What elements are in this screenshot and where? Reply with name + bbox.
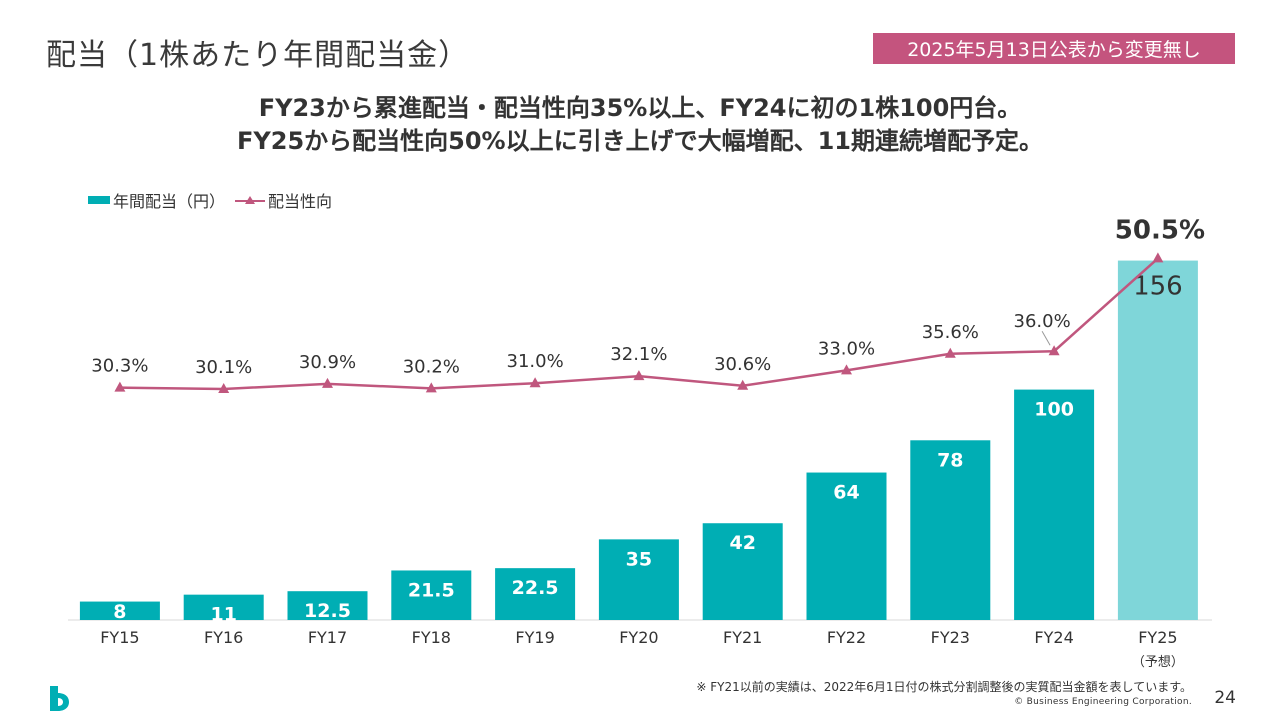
x-tick-sublabel: （予想） xyxy=(1132,654,1184,670)
headline: FY23から累進配当・配当性向35%以上、FY24に初の1株100円台。 FY2… xyxy=(0,92,1280,158)
x-tick-label: FY15 xyxy=(100,628,139,647)
payout-value-label: 31.0% xyxy=(507,351,564,372)
legend-label-payout: 配当性向 xyxy=(268,192,333,211)
payout-point-fy24 xyxy=(1048,345,1060,356)
bar-fy16 xyxy=(183,594,264,620)
payout-point-fy17 xyxy=(322,377,333,388)
bar-value-label: 12.5 xyxy=(304,600,351,622)
x-tick-label: FY25 xyxy=(1138,628,1177,647)
bar-value-label: 8 xyxy=(113,601,126,623)
legend-item-payout: 配当性向 xyxy=(235,188,332,212)
payout-value-label: 50.5% xyxy=(1115,215,1205,245)
payout-point-fy16 xyxy=(218,382,230,393)
bar-fy15 xyxy=(79,601,160,620)
bar-fy20 xyxy=(598,539,679,620)
payout-point-fy22 xyxy=(841,364,852,375)
payout-value-label: 30.2% xyxy=(403,356,460,377)
x-tick-label: FY20 xyxy=(619,628,658,647)
bar-value-label: 11 xyxy=(210,604,236,626)
bar-value-label: 78 xyxy=(937,449,963,471)
payout-value-label: 36.0% xyxy=(1014,311,1071,332)
company-logo-icon xyxy=(50,686,69,711)
payout-point-fy25 xyxy=(1152,252,1164,263)
bar-value-label: 42 xyxy=(729,532,755,554)
headline-line-2: FY25から配当性向50%以上に引き上げで大幅増配、11期連続増配予定。 xyxy=(236,127,1043,155)
payout-value-label: 30.9% xyxy=(299,352,356,373)
x-tick-label: FY21 xyxy=(723,628,762,647)
bar-value-label: 21.5 xyxy=(408,579,455,601)
page-number: 24 xyxy=(1214,688,1236,708)
x-tick-label: FY22 xyxy=(827,628,866,647)
bar-value-label: 64 xyxy=(833,482,859,504)
bar-fy18 xyxy=(391,570,472,620)
payout-point-fy15 xyxy=(114,381,126,392)
legend-line-icon xyxy=(235,196,266,204)
chart-legend: 年間配当（円） 配当性向 xyxy=(88,188,342,212)
payout-point-fy20 xyxy=(633,370,645,381)
payout-point-fy18 xyxy=(425,382,437,393)
bar-fy21 xyxy=(702,523,783,620)
payout-ratio-line xyxy=(119,257,1159,391)
bar-fy17 xyxy=(287,591,368,620)
bar-fy22 xyxy=(806,472,887,620)
bar-fy23 xyxy=(910,440,991,620)
x-tick-label: FY16 xyxy=(204,628,243,647)
payout-point-fy19 xyxy=(529,377,541,388)
x-tick-label: FY17 xyxy=(308,628,347,647)
x-tick-label: FY19 xyxy=(515,628,554,647)
payout-value-label: 30.6% xyxy=(714,354,771,375)
legend-bar-swatch xyxy=(88,196,110,204)
status-badge: 2025年5月13日公表から変更無し xyxy=(873,33,1235,64)
bar-fy25 xyxy=(1117,260,1198,620)
payout-value-label: 30.3% xyxy=(91,356,148,377)
bar-value-label: 156 xyxy=(1133,272,1183,302)
footnote: ※ FY21以前の実績は、2022年6月1日付の株式分割調整後の実質配当金額を表… xyxy=(696,680,1192,694)
headline-line-1: FY23から累進配当・配当性向35%以上、FY24に初の1株100円台。 xyxy=(258,94,1022,122)
payout-point-fy21 xyxy=(737,379,749,390)
payout-value-label: 35.6% xyxy=(922,322,979,343)
payout-label-leader xyxy=(1041,330,1051,346)
legend-item-dividend: 年間配当（円） xyxy=(88,188,225,212)
bar-fy24 xyxy=(1014,389,1095,620)
payout-point-fy23 xyxy=(944,347,956,358)
legend-label-dividend: 年間配当（円） xyxy=(113,192,226,211)
payout-value-label: 33.0% xyxy=(818,338,875,359)
payout-value-label: 32.1% xyxy=(610,344,667,365)
bar-value-label: 22.5 xyxy=(512,577,559,599)
copyright: © Business Engineering Corporation. xyxy=(1014,697,1192,707)
x-tick-label: FY24 xyxy=(1034,628,1073,647)
x-tick-label: FY23 xyxy=(931,628,970,647)
page-title: 配当（1株あたり年間配当金） xyxy=(46,38,470,73)
bar-fy19 xyxy=(495,568,576,620)
payout-value-label: 30.1% xyxy=(195,357,252,378)
x-tick-label: FY18 xyxy=(412,628,451,647)
bar-value-label: 35 xyxy=(626,548,652,570)
bar-value-label: 100 xyxy=(1034,399,1074,421)
